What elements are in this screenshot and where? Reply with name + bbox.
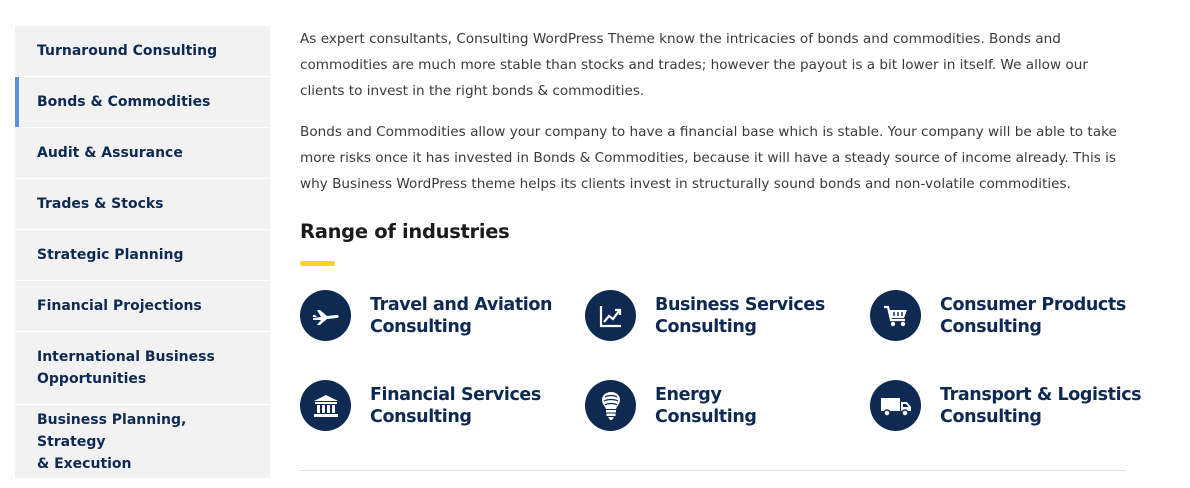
- industry-label-line1: Transport & Logistics: [940, 384, 1142, 405]
- industry-label-line2: Consulting: [940, 406, 1042, 427]
- industry-label-line1: Travel and Aviation: [370, 294, 553, 315]
- sidebar-item-label-line2: & Execution: [37, 455, 132, 472]
- industry-travel-aviation[interactable]: Travel and Aviation Consulting: [300, 290, 560, 341]
- industry-business-services[interactable]: Business Services Consulting: [585, 290, 845, 341]
- main-content: As expert consultants, Consulting WordPr…: [300, 26, 1130, 197]
- industry-label-line1: Energy: [655, 384, 722, 405]
- sidebar-item-label-line1: International Business: [37, 349, 215, 365]
- industry-consumer-products[interactable]: Consumer Products Consulting: [870, 290, 1130, 341]
- sidebar-item-label: Financial Projections: [37, 298, 202, 314]
- industry-label: Energy Consulting: [655, 384, 845, 428]
- title-underline-accent: [300, 261, 335, 266]
- section-divider: [300, 470, 1126, 471]
- industry-label-line2: Consulting: [655, 316, 757, 337]
- body-paragraph: Bonds and Commodities allow your company…: [300, 124, 1117, 192]
- sidebar-item-business-planning[interactable]: Business Planning, Strategy & Execution: [15, 405, 270, 478]
- sidebar-item-trades-stocks[interactable]: Trades & Stocks: [15, 179, 270, 230]
- industry-label-line1: Financial Services: [370, 384, 541, 405]
- industry-label: Consumer Products Consulting: [940, 294, 1130, 338]
- industry-label-line2: Consulting: [655, 406, 757, 427]
- bank-icon: [300, 380, 351, 431]
- sidebar-item-label: Bonds & Commodities: [37, 94, 211, 110]
- lightbulb-icon: [585, 380, 636, 431]
- sidebar-item-label-line2: Opportunities: [37, 371, 147, 387]
- industry-label-line1: Consumer Products: [940, 294, 1126, 315]
- services-sidebar: Turnaround Consulting Bonds & Commoditie…: [15, 26, 270, 478]
- sidebar-item-label: Strategic Planning: [37, 247, 184, 263]
- intro-paragraph: As expert consultants, Consulting WordPr…: [300, 31, 1088, 99]
- industry-label: Transport & Logistics Consulting: [940, 384, 1142, 428]
- industry-financial-services[interactable]: Financial Services Consulting: [300, 380, 560, 431]
- chart-trend-icon: [585, 290, 636, 341]
- industry-label-line2: Consulting: [370, 406, 472, 427]
- shopping-cart-icon: [870, 290, 921, 341]
- industry-transport-logistics[interactable]: Transport & Logistics Consulting: [870, 380, 1142, 431]
- industry-label-line2: Consulting: [370, 316, 472, 337]
- industry-label: Financial Services Consulting: [370, 384, 560, 428]
- sidebar-item-label: Turnaround Consulting: [37, 43, 218, 59]
- industry-energy[interactable]: Energy Consulting: [585, 380, 845, 431]
- sidebar-item-bonds-commodities[interactable]: Bonds & Commodities: [15, 77, 270, 128]
- truck-icon: [870, 380, 921, 431]
- airplane-icon: [300, 290, 351, 341]
- sidebar-item-international-business[interactable]: International Business Opportunities: [15, 332, 270, 405]
- sidebar-item-financial-projections[interactable]: Financial Projections: [15, 281, 270, 332]
- industry-label: Travel and Aviation Consulting: [370, 294, 560, 338]
- sidebar-item-label: Business Planning, Strategy & Execution: [37, 409, 248, 475]
- sidebar-item-label: International Business Opportunities: [37, 346, 215, 390]
- industry-label-line2: Consulting: [940, 316, 1042, 337]
- sidebar-item-label: Audit & Assurance: [37, 145, 183, 161]
- sidebar-item-label: Trades & Stocks: [37, 196, 164, 212]
- industry-label-line1: Business Services: [655, 294, 825, 315]
- sidebar-item-label-line1: Business Planning, Strategy: [37, 411, 187, 450]
- industry-label: Business Services Consulting: [655, 294, 845, 338]
- sidebar-item-turnaround-consulting[interactable]: Turnaround Consulting: [15, 26, 270, 77]
- sidebar-item-strategic-planning[interactable]: Strategic Planning: [15, 230, 270, 281]
- section-title: Range of industries: [300, 220, 510, 243]
- sidebar-item-audit-assurance[interactable]: Audit & Assurance: [15, 128, 270, 179]
